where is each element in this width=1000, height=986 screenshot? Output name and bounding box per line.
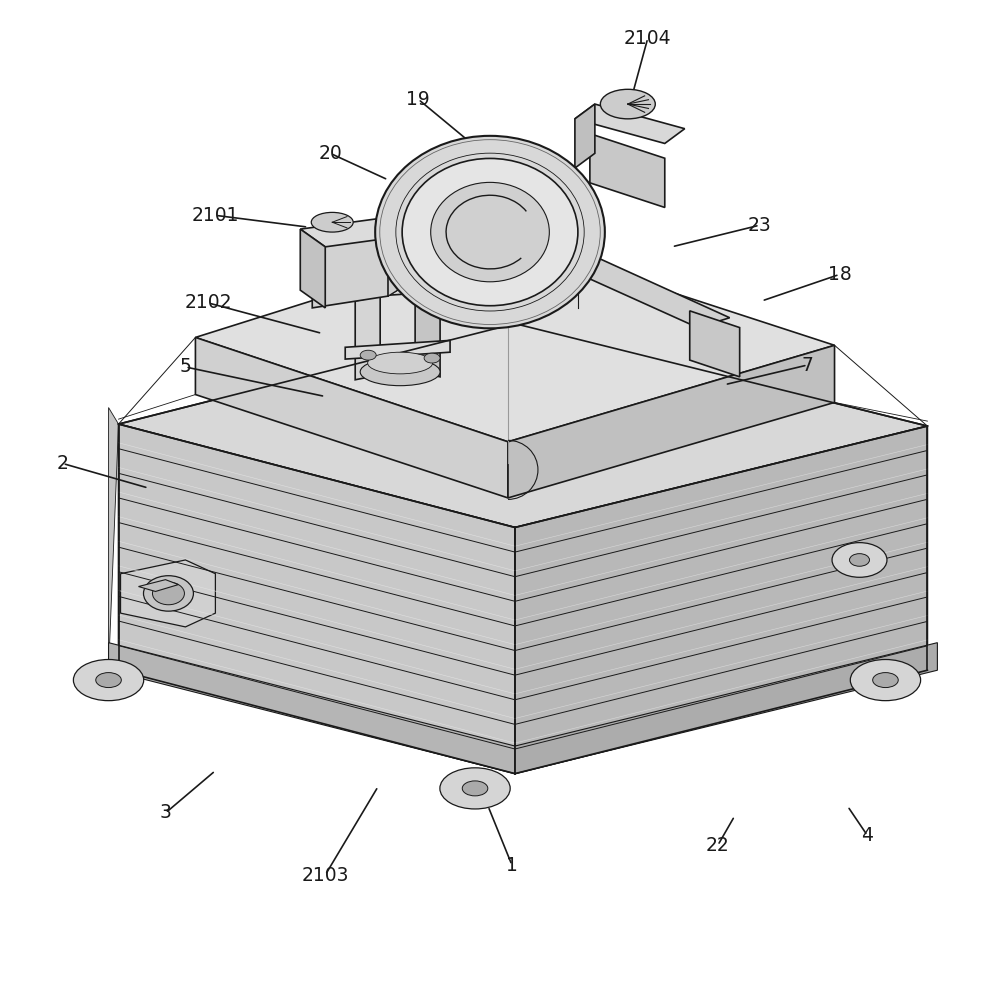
Ellipse shape: [375, 136, 605, 328]
Polygon shape: [345, 340, 450, 359]
Text: 2102: 2102: [185, 294, 232, 313]
Ellipse shape: [360, 350, 376, 360]
Ellipse shape: [440, 768, 510, 809]
Polygon shape: [312, 235, 388, 308]
Text: 3: 3: [160, 804, 171, 822]
Polygon shape: [690, 311, 740, 377]
Ellipse shape: [143, 576, 193, 611]
Text: 7: 7: [802, 356, 814, 375]
Polygon shape: [575, 105, 685, 144]
Polygon shape: [345, 280, 450, 298]
Polygon shape: [300, 229, 325, 308]
Text: 2101: 2101: [192, 206, 239, 225]
Polygon shape: [415, 296, 440, 377]
Polygon shape: [109, 643, 515, 774]
Text: 1: 1: [506, 856, 518, 875]
Polygon shape: [508, 345, 835, 498]
Polygon shape: [355, 296, 380, 380]
Polygon shape: [590, 134, 665, 207]
Text: 19: 19: [406, 90, 430, 108]
Text: 18: 18: [828, 265, 851, 284]
Polygon shape: [195, 337, 508, 498]
Polygon shape: [195, 239, 835, 442]
Polygon shape: [121, 560, 215, 627]
Ellipse shape: [311, 212, 353, 232]
Polygon shape: [388, 197, 448, 296]
Ellipse shape: [850, 554, 869, 566]
Text: 4: 4: [861, 826, 873, 845]
Polygon shape: [109, 407, 119, 670]
Ellipse shape: [360, 358, 440, 386]
Ellipse shape: [850, 660, 921, 701]
Ellipse shape: [873, 672, 898, 687]
Text: 20: 20: [318, 144, 342, 163]
Polygon shape: [300, 217, 412, 246]
Ellipse shape: [832, 542, 887, 577]
Text: 5: 5: [180, 358, 191, 377]
Text: 2103: 2103: [301, 866, 349, 884]
Text: 2104: 2104: [624, 29, 672, 47]
Text: 23: 23: [748, 216, 772, 235]
Ellipse shape: [431, 182, 549, 282]
Polygon shape: [545, 248, 730, 327]
Polygon shape: [515, 426, 927, 774]
Text: 22: 22: [706, 836, 730, 855]
Polygon shape: [119, 323, 927, 528]
Ellipse shape: [73, 660, 144, 701]
Polygon shape: [515, 643, 937, 774]
Polygon shape: [119, 424, 515, 774]
Ellipse shape: [402, 159, 578, 306]
Polygon shape: [575, 105, 595, 168]
Text: 2: 2: [57, 454, 69, 473]
Ellipse shape: [424, 353, 440, 363]
Ellipse shape: [600, 90, 655, 119]
Ellipse shape: [96, 672, 121, 687]
Ellipse shape: [152, 582, 184, 604]
Polygon shape: [139, 580, 178, 592]
Ellipse shape: [368, 352, 433, 374]
Ellipse shape: [462, 781, 488, 796]
